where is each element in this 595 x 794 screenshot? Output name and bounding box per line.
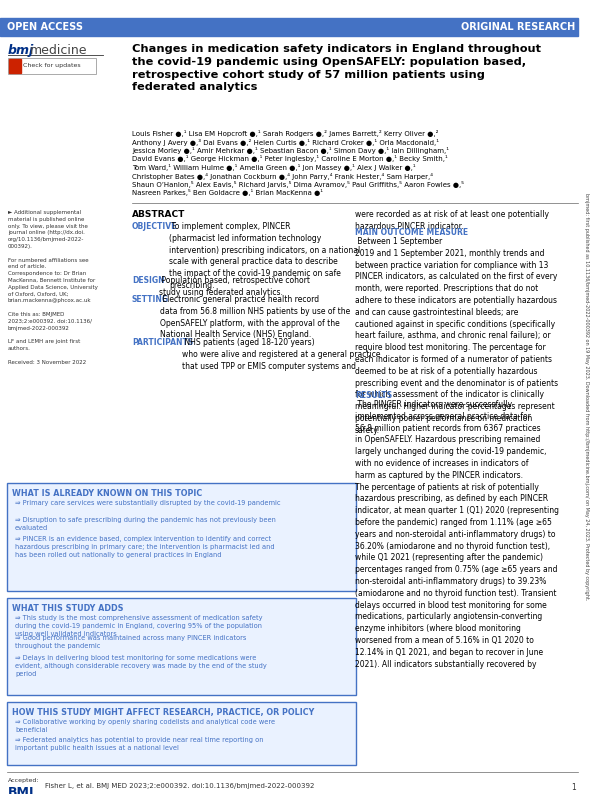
Text: Electronic general practice health record
data from 56.8 million NHS patients by: Electronic general practice health recor…: [160, 295, 350, 339]
Text: bmj: bmj: [8, 44, 35, 57]
Text: were recorded as at risk of at least one potentially
hazardous PINCER indicator.: were recorded as at risk of at least one…: [355, 210, 549, 231]
Text: ⇒ This study is the most comprehensive assessment of medication safety
during th: ⇒ This study is the most comprehensive a…: [15, 615, 262, 637]
Text: The PINCER indicators were successfully
implemented across general practice data: The PINCER indicators were successfully …: [355, 400, 559, 669]
Text: WHAT THIS STUDY ADDS: WHAT THIS STUDY ADDS: [12, 604, 124, 613]
Text: RESULTS: RESULTS: [355, 391, 392, 400]
Text: Christopher Bates ●,⁴ Jonathan Cockburn ●,⁴ John Parry,⁴ Frank Hester,⁴ Sam Harp: Christopher Bates ●,⁴ Jonathan Cockburn …: [132, 172, 433, 179]
Text: NHS patients (aged 18-120 years)
who were alive and registered at a general prac: NHS patients (aged 18-120 years) who wer…: [182, 338, 380, 371]
Text: ⇒ Federated analytics has potential to provide near real time reporting on
impor: ⇒ Federated analytics has potential to p…: [15, 737, 264, 751]
Text: bmjmed: first published as 10.1136/bmjmed-2022-000392 on 19 May 2023. Downloaded: bmjmed: first published as 10.1136/bmjme…: [584, 193, 588, 601]
Text: ⇒ Primary care services were substantially disrupted by the covid-19 pandemic: ⇒ Primary care services were substantial…: [15, 500, 280, 506]
Text: 1: 1: [571, 783, 576, 792]
Text: ⇒ Disruption to safe prescribing during the pandemic has not previously been
eva: ⇒ Disruption to safe prescribing during …: [15, 517, 276, 531]
Text: WHAT IS ALREADY KNOWN ON THIS TOPIC: WHAT IS ALREADY KNOWN ON THIS TOPIC: [12, 489, 202, 498]
Text: Nasreen Parkes,⁵ Ben Goldacre ●,¹ Brian MacKenna ●¹: Nasreen Parkes,⁵ Ben Goldacre ●,¹ Brian …: [132, 190, 323, 196]
Text: Changes in medication safety indicators in England throughout
the covid-19 pande: Changes in medication safety indicators …: [132, 44, 541, 92]
Text: DESIGN: DESIGN: [132, 276, 165, 285]
Text: OBJECTIVE: OBJECTIVE: [132, 222, 177, 231]
Bar: [9, 59, 21, 73]
Text: ORIGINAL RESEARCH: ORIGINAL RESEARCH: [461, 22, 575, 32]
Text: PARTICIPANTS: PARTICIPANTS: [132, 338, 193, 347]
Text: Jessica Morley ●,¹ Amir Mehrkar ●,¹ Sebastian Bacon ●,¹ Simon Davy ●,¹ Iain Dill: Jessica Morley ●,¹ Amir Mehrkar ●,¹ Seba…: [132, 147, 449, 154]
Text: David Evans ●,¹ George Hickman ●,¹ Peter Inglesby,¹ Caroline E Morton ●,¹ Becky : David Evans ●,¹ George Hickman ●,¹ Peter…: [132, 156, 448, 163]
Text: BMJ: BMJ: [8, 786, 35, 794]
Text: MAIN OUTCOME MEASURE: MAIN OUTCOME MEASURE: [355, 228, 468, 237]
Bar: [7, 598, 356, 695]
Bar: [0, 18, 578, 36]
Text: Tom Ward,¹ William Hulme ●,¹ Amelia Green ●,¹ Jon Massey ●,¹ Alex J Walker ●,¹: Tom Ward,¹ William Hulme ●,¹ Amelia Gree…: [132, 164, 416, 171]
Text: ⇒ Collaborative working by openly sharing codelists and analytical code were
ben: ⇒ Collaborative working by openly sharin…: [15, 719, 275, 733]
Text: ⇒ Good performance was maintained across many PINCER indicators
throughout the p: ⇒ Good performance was maintained across…: [15, 635, 246, 649]
Text: ► Additional supplemental
material is published online
only. To view, please vis: ► Additional supplemental material is pu…: [8, 210, 98, 364]
Text: ⇒ Delays in delivering blood test monitoring for some medications were
evident, : ⇒ Delays in delivering blood test monito…: [15, 655, 267, 677]
Bar: [7, 702, 356, 765]
Bar: [7, 483, 356, 591]
Text: Anthony J Avery ●,³ Dai Evans ●,² Helen Curtis ●,¹ Richard Croker ●,¹ Orla Macdo: Anthony J Avery ●,³ Dai Evans ●,² Helen …: [132, 138, 439, 145]
Text: HOW THIS STUDY MIGHT AFFECT RESEARCH, PRACTICE, OR POLICY: HOW THIS STUDY MIGHT AFFECT RESEARCH, PR…: [12, 708, 314, 717]
Text: Louis Fisher ●,¹ Lisa EM Hopcroft ●,¹ Sarah Rodgers ●,² James Barrett,² Kerry Ol: Louis Fisher ●,¹ Lisa EM Hopcroft ●,¹ Sa…: [132, 130, 439, 137]
Text: SETTING: SETTING: [132, 295, 169, 304]
Text: To implement complex, PINCER
(pharmacist led information technology
intervention: To implement complex, PINCER (pharmacist…: [169, 222, 360, 290]
Text: ⇒ PINCER is an evidence based, complex intervention to identify and correct
haza: ⇒ PINCER is an evidence based, complex i…: [15, 536, 275, 558]
Text: OPEN ACCESS: OPEN ACCESS: [7, 22, 83, 32]
Text: Population based, retrospective cohort
study using federated analytics.: Population based, retrospective cohort s…: [159, 276, 310, 297]
Text: Shaun O’Hanlon,⁵ Alex Eavis,⁵ Richard Jarvis,⁵ Dima Avramov,⁵ Paul Griffiths,⁵ A: Shaun O’Hanlon,⁵ Alex Eavis,⁵ Richard Ja…: [132, 181, 464, 188]
Text: Accepted:: Accepted:: [8, 778, 39, 783]
Text: ABSTRACT: ABSTRACT: [132, 210, 186, 219]
Text: Check for updates: Check for updates: [23, 64, 81, 68]
Text: Fisher L, et al. BMJ MED 2023;2:e000392. doi:10.1136/bmjmed-2022-000392: Fisher L, et al. BMJ MED 2023;2:e000392.…: [45, 783, 315, 789]
Text: medicine: medicine: [30, 44, 87, 57]
Bar: [8, 58, 96, 74]
Text: Between 1 September
2019 and 1 September 2021, monthly trends and
between practi: Between 1 September 2019 and 1 September…: [355, 237, 558, 435]
